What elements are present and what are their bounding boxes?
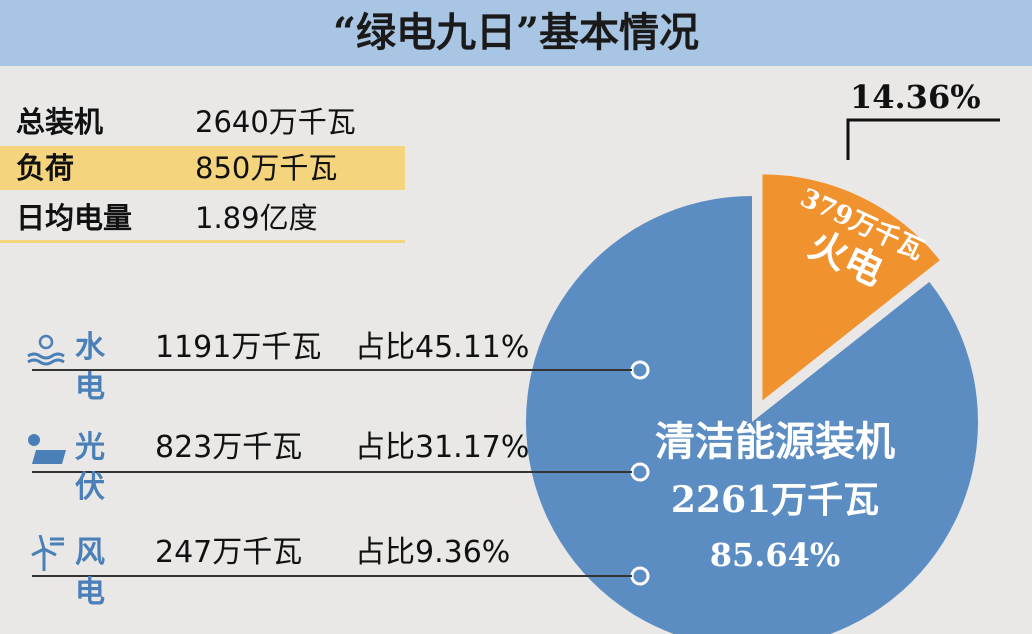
summary-value: 850万千瓦 [195, 151, 338, 185]
hydro-icon [27, 334, 65, 366]
marker-dot [630, 566, 650, 586]
summary-value: 2640万千瓦 [195, 105, 356, 139]
summary-row-load: 负荷 850万千瓦 [0, 146, 405, 190]
summary-value: 1.89亿度 [195, 201, 318, 235]
source-share: 占比31.17% [355, 430, 530, 465]
source-name: 光伏 [75, 430, 105, 505]
source-share: 占比45.11% [355, 330, 530, 365]
clean-percent-label: 85.64% [710, 536, 841, 574]
summary-row-energy: 日均电量 1.89亿度 [0, 196, 405, 243]
leader-line [846, 118, 1000, 160]
pie-slice-thermal [762, 174, 940, 401]
divider [32, 575, 632, 577]
source-share: 占比9.36% [355, 535, 511, 570]
pie-slice-clean-energy [526, 196, 978, 634]
source-name: 水电 [75, 330, 105, 405]
thermal-percent-label: 14.36% [850, 78, 981, 116]
source-name: 风电 [75, 535, 105, 610]
marker-dot [630, 462, 650, 482]
clean-value-label: 2261万千瓦 [671, 479, 879, 521]
summary-label: 总装机 [16, 105, 104, 139]
wind-turbine-icon [31, 535, 64, 571]
page-title: “绿电九日”基本情况 [0, 0, 1032, 66]
solar-panel-icon [28, 434, 66, 464]
summary-label: 日均电量 [16, 201, 133, 235]
marker-dot [630, 360, 650, 380]
source-value: 1191万千瓦 [155, 330, 322, 365]
clean-name-label: 清洁能源装机 [655, 418, 895, 465]
source-value: 247万千瓦 [155, 535, 303, 570]
divider [32, 369, 632, 371]
divider [32, 471, 632, 473]
summary-label: 负荷 [16, 151, 75, 185]
source-value: 823万千瓦 [155, 430, 303, 465]
summary-row-capacity: 总装机 2640万千瓦 [0, 100, 405, 144]
